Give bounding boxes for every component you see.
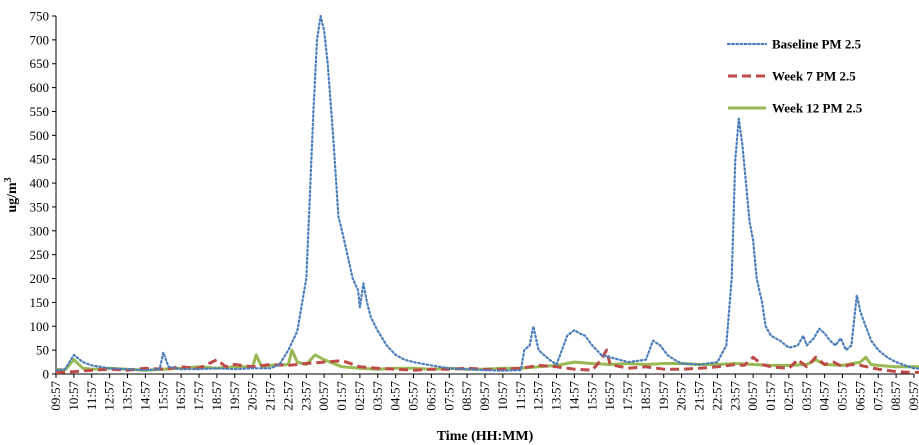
y-tick-label: 300	[30, 223, 50, 238]
y-tick-label: 100	[30, 319, 50, 334]
x-tick-label: 18:57	[638, 381, 653, 411]
y-axis: 0 50 100 150 200 250 300 350 400 450 500 550 600 650 7…	[30, 9, 57, 382]
y-tick-label: 700	[30, 32, 50, 47]
x-tick-label: 14:57	[566, 381, 581, 411]
y-tick-label: 550	[30, 104, 50, 119]
y-tick-label: 150	[30, 295, 50, 310]
legend: Baseline PM 2.5 Week 7 PM 2.5 Week 12 PM 2…	[726, 37, 863, 116]
legend-label: Week 7 PM 2.5	[772, 69, 856, 84]
y-tick-label: 350	[30, 199, 50, 214]
x-tick-label: 12:57	[531, 381, 546, 411]
x-tick-label: 18:57	[209, 381, 224, 411]
x-tick-label: 01:57	[763, 381, 778, 411]
x-tick-label: 22:57	[709, 381, 724, 411]
x-tick-label: 14:57	[137, 381, 152, 411]
x-tick-label: 05:57	[835, 381, 850, 411]
x-tick-label: 06:57	[852, 381, 867, 411]
y-tick-label: 400	[30, 176, 50, 191]
x-tick-label: 23:57	[298, 381, 313, 411]
x-tick-label: 22:57	[280, 381, 295, 411]
x-tick-label: 11:57	[84, 381, 99, 411]
y-tick-label: 0	[43, 367, 50, 382]
x-tick-label: 09:57	[48, 381, 63, 411]
x-tick-label: 08:57	[888, 381, 903, 411]
x-tick-label: 19:57	[227, 381, 242, 411]
x-tick-label: 13:57	[549, 381, 564, 411]
x-axis: 09:57 10:57 11:57 12:57 13:57 14:57 15:57 16:57…	[48, 373, 919, 411]
x-axis-title: Time (HH:MM)	[437, 429, 534, 444]
x-tick-label: 02:57	[352, 381, 367, 411]
x-tick-label: 21:57	[263, 381, 278, 411]
y-tick-label: 450	[30, 152, 50, 167]
y-tick-label: 750	[30, 9, 50, 24]
x-tick-label: 02:57	[781, 381, 796, 411]
y-tick-label: 600	[30, 80, 50, 95]
x-tick-label: 04:57	[817, 381, 832, 411]
y-tick-label: 650	[30, 56, 50, 71]
y-axis-title: ug/m3	[3, 177, 20, 212]
x-tick-label: 15:57	[155, 381, 170, 411]
legend-label: Baseline PM 2.5	[772, 37, 862, 52]
series-layer	[54, 14, 919, 375]
x-tick-label: 23:57	[727, 381, 742, 411]
x-tick-label: 03:57	[799, 381, 814, 411]
legend-label: Week 12 PM 2.5	[772, 101, 863, 116]
x-tick-label: 09:57	[906, 381, 919, 411]
y-tick-label: 50	[36, 343, 49, 358]
series-line-week-7-pm-2-5	[55, 348, 919, 375]
x-tick-label: 03:57	[370, 381, 385, 411]
x-tick-label: 07:57	[870, 381, 885, 411]
x-tick-label: 10:57	[495, 381, 510, 411]
x-tick-label: 09:57	[477, 381, 492, 411]
x-tick-label: 00:57	[745, 381, 760, 411]
x-tick-label: 12:57	[102, 381, 117, 411]
x-tick-label: 20:57	[674, 381, 689, 411]
series-line-baseline-pm-2-5	[54, 14, 919, 372]
y-tick-label: 200	[30, 271, 50, 286]
x-tick-label: 13:57	[120, 381, 135, 411]
y-tick-label: 500	[30, 128, 50, 143]
x-tick-label: 20:57	[245, 381, 260, 411]
x-tick-label: 16:57	[173, 381, 188, 411]
x-tick-label: 08:57	[459, 381, 474, 411]
x-tick-label: 17:57	[191, 381, 206, 411]
x-tick-label: 05:57	[406, 381, 421, 411]
x-tick-label: 11:57	[513, 381, 528, 411]
x-tick-label: 19:57	[656, 381, 671, 411]
x-tick-label: 06:57	[423, 381, 438, 411]
x-tick-label: 01:57	[334, 381, 349, 411]
x-tick-label: 00:57	[316, 381, 331, 411]
x-tick-label: 17:57	[620, 381, 635, 411]
x-tick-label: 10:57	[66, 381, 81, 411]
x-tick-label: 04:57	[388, 381, 403, 411]
x-tick-label: 21:57	[692, 381, 707, 411]
x-tick-label: 16:57	[602, 381, 617, 411]
x-tick-label: 07:57	[441, 381, 456, 411]
x-tick-label: 15:57	[584, 381, 599, 411]
y-tick-label: 250	[30, 247, 50, 262]
